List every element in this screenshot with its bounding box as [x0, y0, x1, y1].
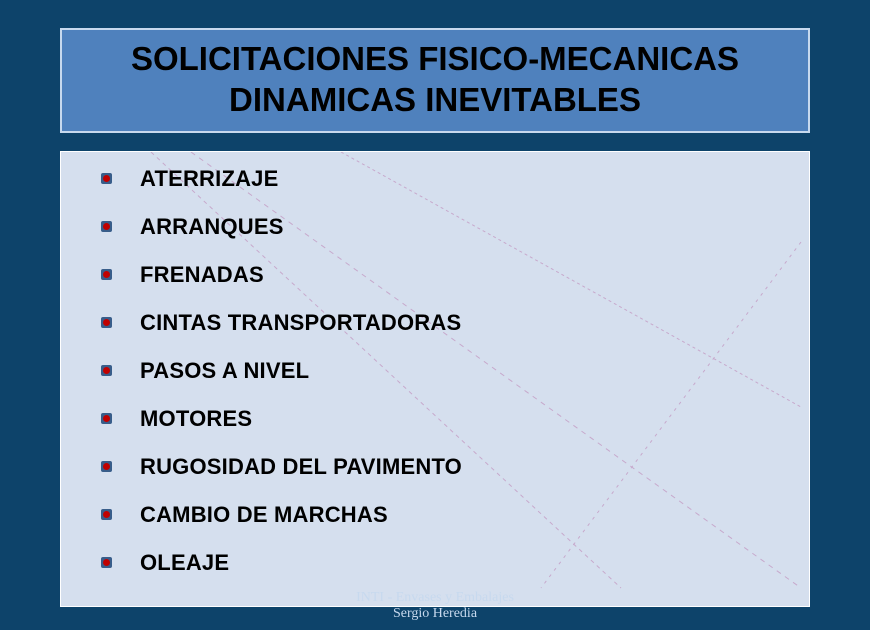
list-item: PASOS A NIVEL [101, 358, 789, 384]
bullet-icon [101, 557, 112, 568]
footer-line-2: Sergio Heredia [0, 606, 870, 622]
list-item-label: ATERRIZAJE [140, 166, 279, 192]
content-box: ATERRIZAJE ARRANQUES FRENADAS CINTAS TRANSP… [60, 151, 810, 607]
bullet-list: ATERRIZAJE ARRANQUES FRENADAS CINTAS TRANSP… [101, 166, 789, 576]
title-line-2: DINAMICAS INEVITABLES [82, 79, 788, 120]
bullet-icon [101, 269, 112, 280]
footer: INTI - Envases y Embalajes Sergio Heredi… [0, 590, 870, 622]
list-item-label: MOTORES [140, 406, 252, 432]
list-item: RUGOSIDAD DEL PAVIMENTO [101, 454, 789, 480]
list-item-label: ARRANQUES [140, 214, 284, 240]
slide: SOLICITACIONES FISICO-MECANICAS DINAMICA… [0, 0, 870, 630]
list-item: ATERRIZAJE [101, 166, 789, 192]
list-item: MOTORES [101, 406, 789, 432]
bullet-icon [101, 509, 112, 520]
list-item-label: PASOS A NIVEL [140, 358, 309, 384]
list-item-label: CAMBIO DE MARCHAS [140, 502, 388, 528]
list-item: CINTAS TRANSPORTADORAS [101, 310, 789, 336]
list-item: FRENADAS [101, 262, 789, 288]
list-item: ARRANQUES [101, 214, 789, 240]
list-item-label: FRENADAS [140, 262, 264, 288]
bullet-icon [101, 365, 112, 376]
bullet-icon [101, 413, 112, 424]
footer-line-1: INTI - Envases y Embalajes [0, 590, 870, 606]
title-box: SOLICITACIONES FISICO-MECANICAS DINAMICA… [60, 28, 810, 133]
title-line-1: SOLICITACIONES FISICO-MECANICAS [82, 38, 788, 79]
list-item: CAMBIO DE MARCHAS [101, 502, 789, 528]
bullet-icon [101, 461, 112, 472]
list-item: OLEAJE [101, 550, 789, 576]
list-item-label: RUGOSIDAD DEL PAVIMENTO [140, 454, 462, 480]
bullet-icon [101, 221, 112, 232]
list-item-label: CINTAS TRANSPORTADORAS [140, 310, 461, 336]
bullet-icon [101, 173, 112, 184]
list-item-label: OLEAJE [140, 550, 229, 576]
bullet-icon [101, 317, 112, 328]
